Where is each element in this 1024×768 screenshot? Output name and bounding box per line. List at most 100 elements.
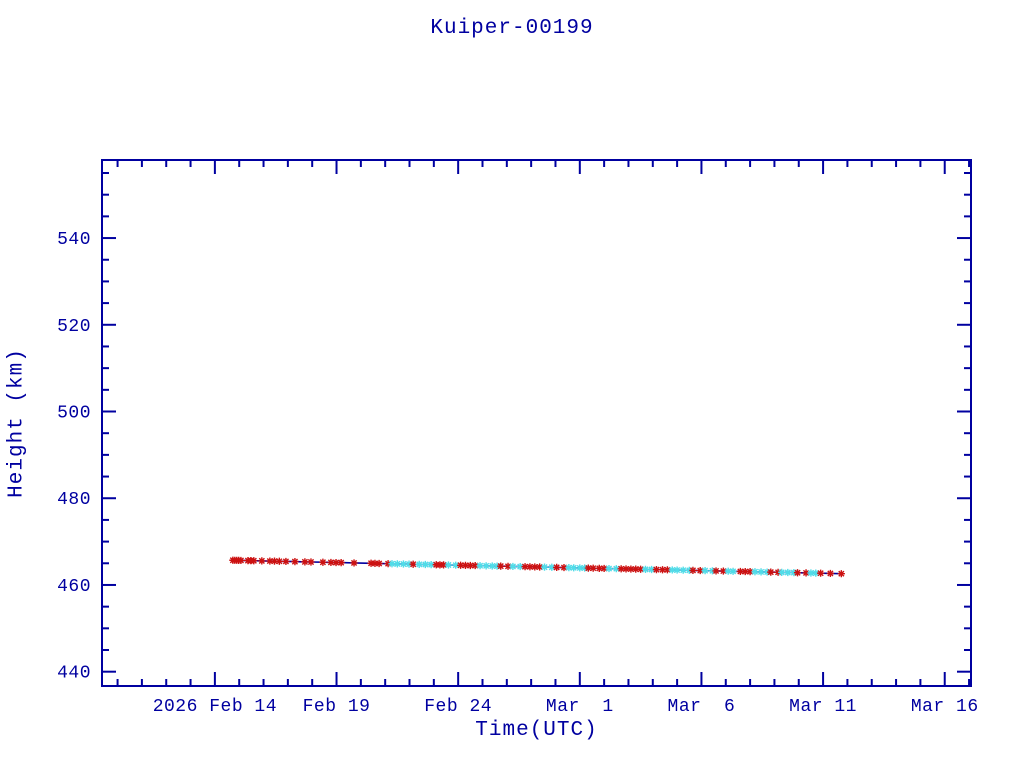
red-asterisk-marker <box>497 562 505 570</box>
cyan-asterisk-marker <box>763 568 771 576</box>
red-asterisk-marker <box>617 565 625 573</box>
y-tick-label: 520 <box>57 317 91 337</box>
red-asterisk-marker <box>461 561 470 569</box>
cyan-asterisk-marker <box>393 560 401 568</box>
red-asterisk-marker <box>600 564 608 573</box>
red-asterisk-marker <box>526 563 534 571</box>
x-tick-label: Mar 1 <box>546 697 614 717</box>
cyan-asterisk-marker <box>509 562 517 571</box>
cyan-asterisk-marker <box>476 562 484 570</box>
cyan-asterisk-marker <box>540 563 549 571</box>
red-asterisk-marker <box>319 558 327 566</box>
red-asterisk-marker <box>456 561 465 569</box>
cyan-asterisk-marker <box>405 560 413 568</box>
red-asterisk-marker <box>627 565 635 573</box>
red-asterisk-marker <box>332 558 340 567</box>
cyan-asterisk-marker <box>784 568 792 577</box>
red-asterisk-marker <box>658 566 667 574</box>
red-asterisk-marker <box>266 557 274 565</box>
cyan-asterisk-marker <box>729 567 737 575</box>
red-asterisk-marker <box>802 569 810 577</box>
red-asterisk-marker <box>466 561 474 570</box>
cyan-asterisk-marker <box>641 565 650 573</box>
red-asterisk-marker <box>536 563 544 571</box>
cyan-asterisk-marker <box>812 569 820 577</box>
red-asterisk-marker <box>327 558 335 567</box>
red-asterisk-marker <box>632 565 640 573</box>
red-asterisk-marker <box>719 567 727 575</box>
red-asterisk-marker <box>250 557 258 565</box>
cyan-asterisk-marker <box>685 566 693 574</box>
cyan-asterisk-marker <box>679 566 687 574</box>
cyan-asterisk-marker <box>388 560 396 568</box>
red-asterisk-marker <box>774 568 782 576</box>
y-tick-label: 540 <box>57 230 91 250</box>
red-asterisk-marker <box>584 564 592 572</box>
red-asterisk-marker <box>237 556 245 565</box>
red-asterisk-marker <box>622 565 630 573</box>
red-asterisk-marker <box>409 560 417 568</box>
red-asterisk-marker <box>837 570 845 578</box>
red-asterisk-marker <box>736 567 744 576</box>
cyan-asterisk-marker <box>612 565 620 573</box>
red-asterisk-marker <box>793 569 802 577</box>
x-tick-label: Feb 24 <box>424 697 492 717</box>
red-asterisk-marker <box>560 563 568 572</box>
red-asterisk-marker <box>663 566 671 574</box>
red-asterisk-marker <box>307 558 315 566</box>
cyan-asterisk-marker <box>565 564 573 572</box>
x-tick-label: Mar 11 <box>789 697 857 717</box>
red-asterisk-marker <box>504 562 512 570</box>
cyan-asterisk-marker <box>751 568 759 576</box>
red-asterisk-marker <box>746 568 754 576</box>
cyan-asterisk-marker <box>399 560 408 568</box>
y-tick-label: 460 <box>57 577 91 597</box>
cyan-asterisk-marker <box>673 566 681 574</box>
cyan-asterisk-marker <box>444 561 453 569</box>
red-asterisk-marker <box>741 567 749 576</box>
red-asterisk-marker <box>258 557 266 565</box>
red-asterisk-marker <box>282 557 290 566</box>
cyan-asterisk-marker <box>778 568 786 576</box>
red-asterisk-marker <box>689 566 697 574</box>
cyan-asterisk-marker <box>421 560 429 569</box>
y-tick-label: 440 <box>57 664 91 684</box>
red-asterisk-marker <box>384 560 392 568</box>
cyan-asterisk-marker <box>488 562 496 570</box>
cyan-asterisk-marker <box>790 569 798 577</box>
red-asterisk-marker <box>350 559 358 567</box>
red-asterisk-marker <box>275 557 283 565</box>
cyan-asterisk-marker <box>807 569 815 577</box>
red-asterisk-marker <box>371 559 379 567</box>
red-asterisk-marker <box>767 568 775 576</box>
y-tick-label: 480 <box>57 490 91 510</box>
cyan-asterisk-marker <box>576 564 584 572</box>
cyan-asterisk-marker <box>668 566 676 574</box>
red-asterisk-marker <box>553 563 561 572</box>
red-asterisk-marker <box>291 558 299 566</box>
red-asterisk-marker <box>696 566 704 575</box>
red-asterisk-marker <box>712 567 720 575</box>
red-asterisk-marker <box>337 559 345 567</box>
red-asterisk-marker <box>439 561 448 569</box>
red-asterisk-marker <box>531 563 539 571</box>
red-asterisk-marker <box>652 566 661 574</box>
cyan-asterisk-marker <box>724 567 732 575</box>
red-asterisk-marker <box>595 564 603 572</box>
chart-title: Kuiper-00199 <box>430 17 594 40</box>
red-asterisk-marker <box>471 561 479 570</box>
plot-frame <box>101 159 972 687</box>
cyan-asterisk-marker <box>570 564 578 572</box>
red-asterisk-marker <box>817 569 825 577</box>
cyan-asterisk-marker <box>482 562 490 570</box>
cyan-asterisk-marker <box>581 564 589 572</box>
red-asterisk-marker <box>521 563 529 571</box>
y-tick-label: 500 <box>57 404 91 424</box>
red-asterisk-marker <box>270 557 279 565</box>
x-tick-label: Feb 19 <box>303 697 371 717</box>
cyan-asterisk-marker <box>757 568 765 576</box>
red-asterisk-marker <box>432 561 440 569</box>
red-asterisk-marker <box>637 565 645 573</box>
cyan-asterisk-marker <box>708 567 716 575</box>
